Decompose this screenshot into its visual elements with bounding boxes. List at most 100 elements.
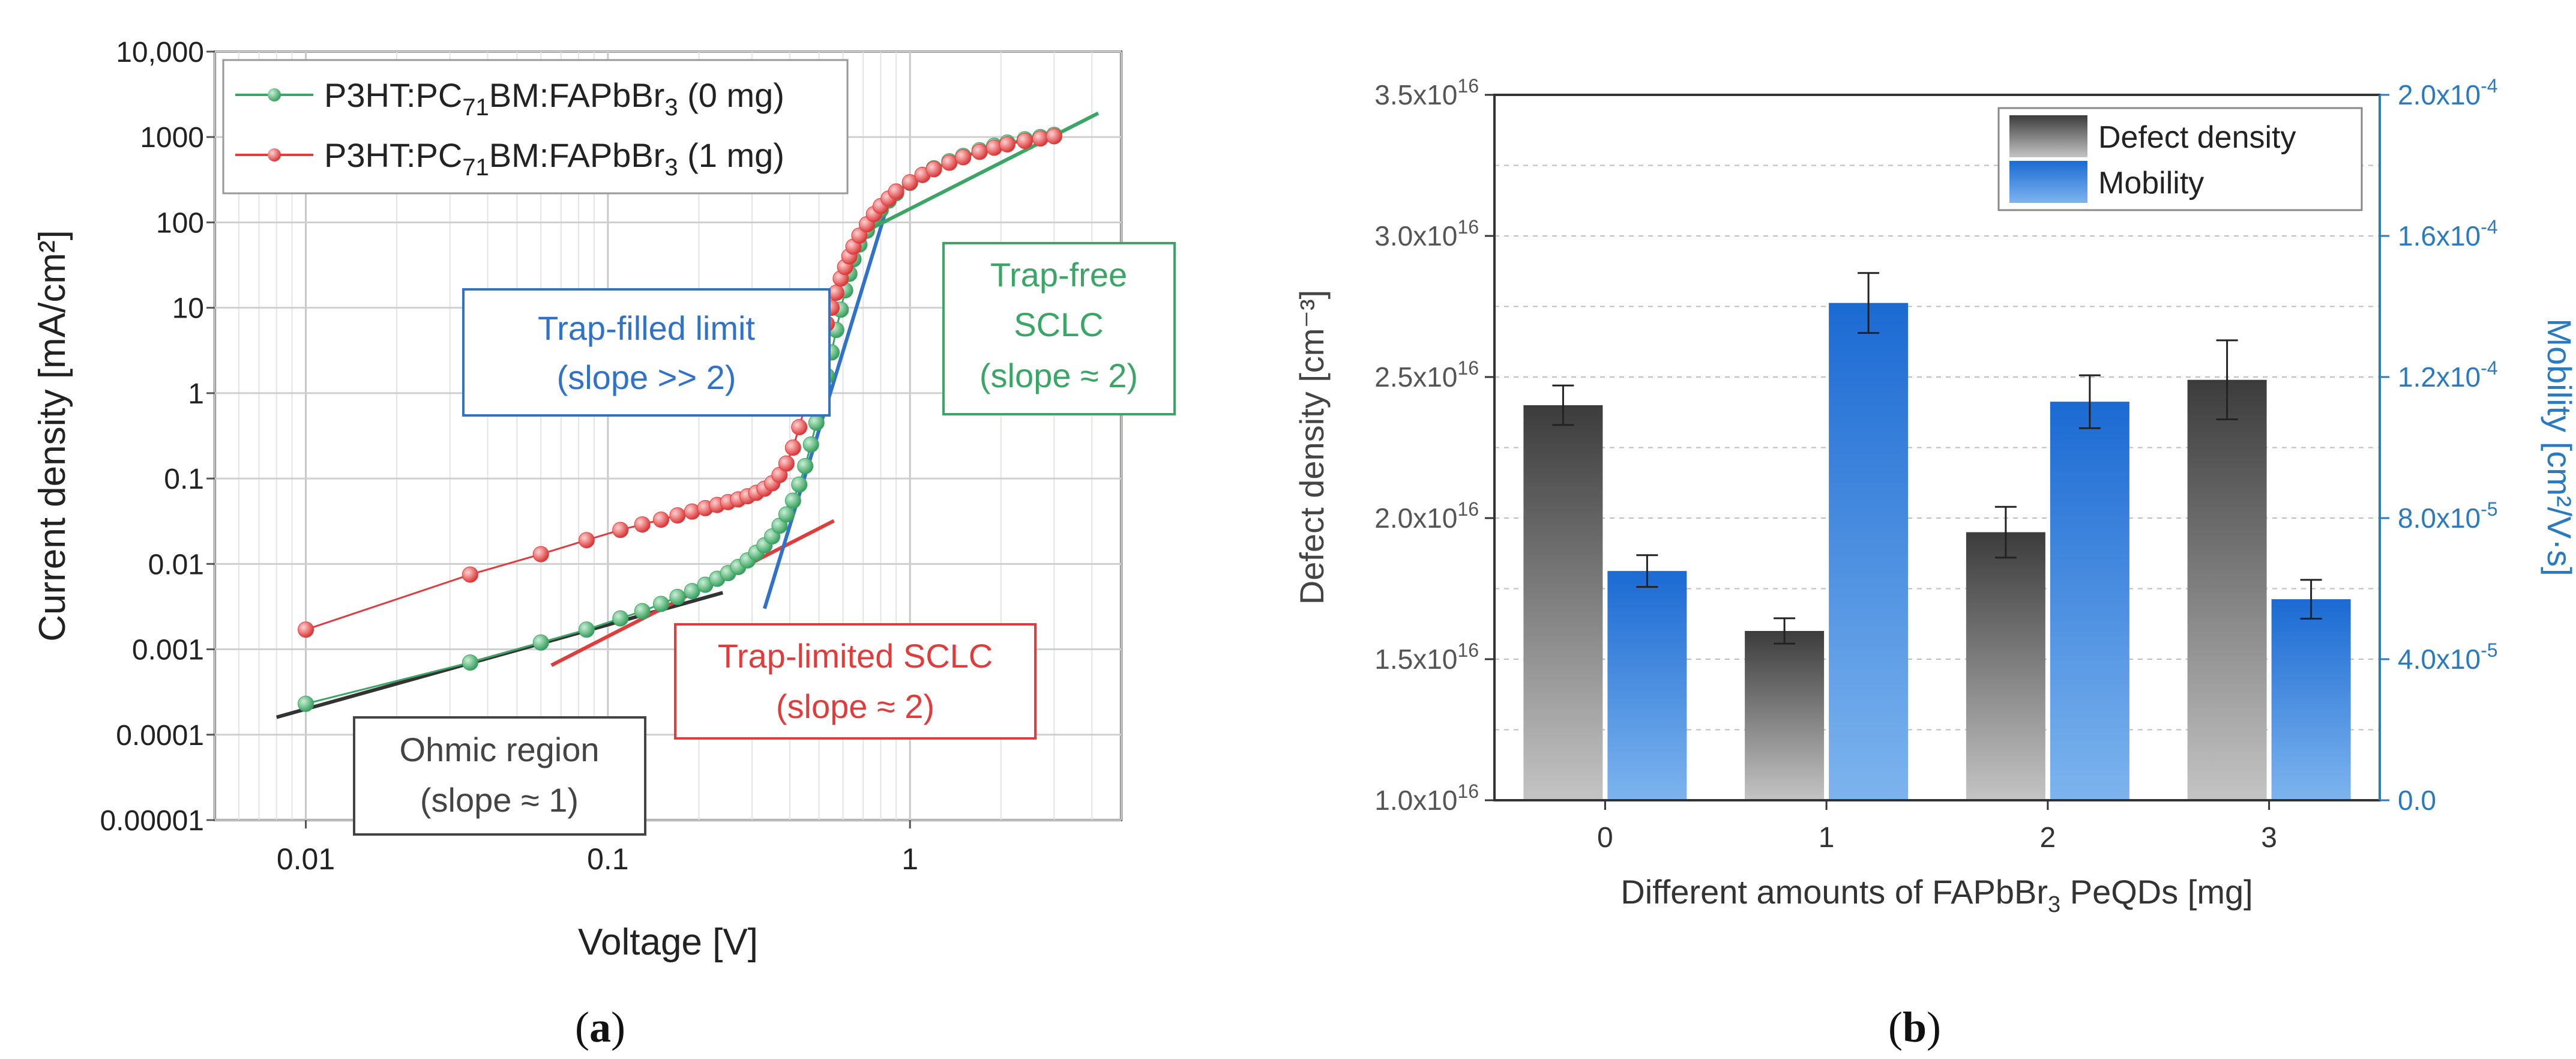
y-tick-label: 10 xyxy=(172,293,204,325)
annotation-trap-free-line3: (slope ≈ 2) xyxy=(980,357,1138,394)
bar-defect-density xyxy=(1523,405,1603,800)
data-point xyxy=(797,457,814,474)
data-point xyxy=(1017,133,1034,149)
x-axis-title-a: Voltage [V] xyxy=(578,922,758,963)
y-tick-label: 0.00001 xyxy=(100,805,204,837)
y-left-tick-label: 3.5x1016 xyxy=(1374,75,1479,110)
data-point xyxy=(791,418,808,435)
y-tick-label: 1000 xyxy=(140,122,204,154)
bars-b xyxy=(1523,272,2351,800)
y-left-tick-label: 2.0x1016 xyxy=(1374,498,1479,534)
x-tick-label-b: 3 xyxy=(2261,822,2277,854)
data-point xyxy=(669,507,686,524)
data-point xyxy=(612,610,629,627)
x-tick-label: 0.1 xyxy=(587,842,629,876)
data-point xyxy=(784,439,801,456)
data-point xyxy=(1046,128,1062,145)
annotation-trap-filled: Trap-filled limit (slope >> 2) xyxy=(462,288,831,417)
data-point xyxy=(802,436,819,453)
data-point xyxy=(298,695,314,712)
y-tick-label: 0.1 xyxy=(164,463,204,495)
panel-b-chart: 1.0x1016 1.5x1016 2.0x1016 2.5x1016 3.0x1016… xyxy=(1293,75,2576,917)
annotation-trap-limited-line2: (slope ≈ 2) xyxy=(776,687,934,725)
y-right-tick-label: 0.0 xyxy=(2398,785,2436,816)
bar-mobility xyxy=(2271,599,2351,800)
legend-marker-1mg xyxy=(268,148,281,161)
panel-label-b: (b) xyxy=(1888,1003,1941,1051)
panel-a-chart: 0.01 0.1 1 0.00001 0.0001 0.001 0.01 0.1 1 10 100 1… xyxy=(32,37,1176,963)
data-point xyxy=(652,511,669,528)
data-point xyxy=(941,154,958,171)
y-right-tick-label: 2.0x10-4 xyxy=(2398,75,2498,110)
annotation-trap-limited: Trap-limited SCLC (slope ≈ 2) xyxy=(674,623,1037,740)
legend-label-defect: Defect density xyxy=(2098,120,2296,155)
data-point xyxy=(778,455,795,472)
y-tick-label: 0.0001 xyxy=(116,720,204,752)
data-point xyxy=(532,546,549,563)
legend-a: P3HT:PC71BM:FAPbBr3 (0 mg) P3HT:PC71BM:F… xyxy=(222,59,849,195)
data-point xyxy=(778,506,795,523)
annotation-trap-free-line2: SCLC xyxy=(1014,306,1103,343)
y-right-tick-label: 8.0x10-5 xyxy=(2398,498,2498,534)
y-left-tick-label: 3.0x1016 xyxy=(1374,216,1479,252)
y-axis-title-a: Current density [mA/cm²] xyxy=(32,230,73,642)
y-tick-label: 0.001 xyxy=(132,635,204,666)
annotation-trap-free-line1: Trap-free xyxy=(990,256,1127,294)
y-tick-label: 100 xyxy=(156,207,204,239)
legend-label-0mg: P3HT:PC71BM:FAPbBr3 (0 mg) xyxy=(324,76,784,121)
x-tick-label-b: 1 xyxy=(1819,822,1835,854)
annotation-trap-free: Trap-free SCLC (slope ≈ 2) xyxy=(942,242,1176,415)
legend-marker-0mg xyxy=(268,88,281,101)
bar-mobility xyxy=(1829,303,1909,800)
legend-swatch-mobility xyxy=(2009,161,2087,203)
data-point xyxy=(925,161,942,178)
y-right-tick-label: 1.2x10-4 xyxy=(2398,357,2498,393)
data-point xyxy=(634,516,651,533)
y-right-axis-title-b: Mobility [cm²/V·s] xyxy=(2541,318,2576,576)
y-right-tick-label: 1.6x10-4 xyxy=(2398,216,2498,252)
y-tick-label: 1 xyxy=(188,378,204,410)
ticks-b: 1.0x1016 1.5x1016 2.0x1016 2.5x1016 3.0x1016… xyxy=(1374,75,2497,854)
y-right-tick-label: 4.0x10-5 xyxy=(2398,639,2498,675)
bar-mobility xyxy=(1607,571,1687,800)
data-point xyxy=(462,654,478,671)
legend-label-mobility: Mobility xyxy=(2098,166,2204,201)
data-point xyxy=(791,476,808,493)
legend-label-1mg: P3HT:PC71BM:FAPbBr3 (1 mg) xyxy=(324,136,784,181)
data-point xyxy=(578,621,595,638)
data-point xyxy=(612,522,629,539)
y-left-tick-label: 1.0x1016 xyxy=(1374,780,1479,816)
x-axis-title-b: Different amounts of FAPbBr3 PeQDs [mg] xyxy=(1621,873,2252,917)
panel-label-a: (a) xyxy=(575,1003,625,1051)
x-tick-label-b: 0 xyxy=(1597,822,1613,854)
data-point xyxy=(955,149,972,166)
x-tick-label-b: 2 xyxy=(2040,822,2056,854)
data-point xyxy=(684,583,700,600)
annotation-trap-limited-line1: Trap-limited SCLC xyxy=(718,637,993,675)
data-point xyxy=(784,492,801,509)
y-left-tick-label: 1.5x1016 xyxy=(1374,639,1479,675)
annotation-ohmic-line1: Ohmic region xyxy=(399,731,599,768)
data-point xyxy=(828,285,844,301)
annotation-ohmic: Ohmic region (slope ≈ 1) xyxy=(353,716,646,836)
data-point xyxy=(888,183,904,200)
data-point xyxy=(652,596,669,612)
data-point xyxy=(578,532,595,549)
data-point xyxy=(901,174,918,191)
data-point xyxy=(1032,130,1049,147)
data-point xyxy=(669,588,686,605)
y-tick-label: 10,000 xyxy=(116,37,204,68)
data-point xyxy=(971,143,988,160)
x-tick-label: 0.01 xyxy=(277,842,335,876)
legend-b: Defect density Mobility xyxy=(1997,107,2363,211)
y-left-tick-label: 2.5x1016 xyxy=(1374,357,1479,393)
data-point xyxy=(462,566,478,583)
data-point xyxy=(851,227,868,244)
data-point xyxy=(532,634,549,651)
annotation-ohmic-line2: (slope ≈ 1) xyxy=(420,781,579,819)
data-point xyxy=(999,136,1016,152)
grid-b xyxy=(1494,164,2380,731)
ticks-a: 0.01 0.1 1 0.00001 0.0001 0.001 0.01 0.1 1 10 100 1… xyxy=(100,37,918,876)
annotation-trap-filled-line2: (slope >> 2) xyxy=(557,358,736,396)
bar-mobility xyxy=(2050,402,2129,800)
